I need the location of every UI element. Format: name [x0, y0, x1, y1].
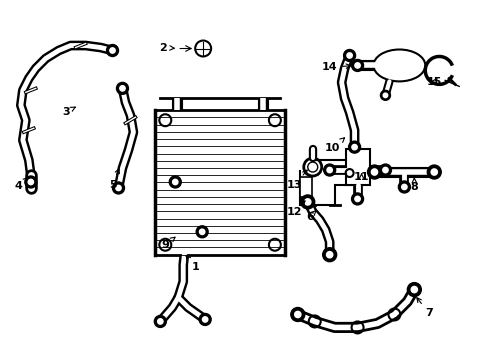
Text: 7: 7 [416, 298, 432, 319]
Circle shape [351, 144, 357, 150]
Ellipse shape [373, 50, 425, 81]
Text: 3: 3 [62, 107, 75, 117]
Circle shape [196, 226, 208, 238]
Text: 5: 5 [108, 169, 119, 190]
Circle shape [407, 283, 421, 297]
Text: 6: 6 [305, 210, 316, 222]
Text: 4: 4 [15, 178, 28, 191]
Text: 13: 13 [286, 170, 306, 190]
Circle shape [343, 50, 355, 62]
Circle shape [294, 311, 300, 318]
Circle shape [112, 182, 124, 194]
Circle shape [116, 185, 121, 191]
Circle shape [346, 53, 351, 58]
Circle shape [348, 141, 360, 153]
Bar [299, 177, 311, 197]
Circle shape [157, 319, 163, 324]
Circle shape [410, 287, 417, 293]
Circle shape [300, 195, 314, 209]
Circle shape [106, 45, 118, 57]
Circle shape [351, 193, 363, 205]
Text: 1: 1 [185, 256, 199, 272]
Text: 10: 10 [325, 138, 344, 153]
Circle shape [354, 63, 360, 68]
Text: 8: 8 [409, 178, 417, 192]
Circle shape [354, 196, 360, 202]
Circle shape [290, 307, 304, 321]
Circle shape [380, 90, 389, 100]
Circle shape [430, 169, 436, 175]
Circle shape [154, 315, 166, 328]
Circle shape [398, 181, 409, 193]
Circle shape [25, 176, 37, 188]
Text: 12: 12 [286, 201, 305, 217]
Circle shape [116, 82, 128, 94]
Circle shape [172, 179, 178, 185]
Circle shape [326, 252, 332, 258]
Circle shape [323, 164, 335, 176]
Text: 14: 14 [321, 62, 350, 72]
Circle shape [28, 179, 34, 185]
Circle shape [427, 165, 440, 179]
Text: 15: 15 [426, 77, 441, 87]
Circle shape [199, 229, 204, 234]
Circle shape [120, 86, 125, 91]
Bar [155, 110, 285, 255]
Circle shape [382, 167, 387, 173]
Circle shape [202, 317, 207, 322]
Circle shape [367, 165, 381, 179]
Circle shape [351, 59, 363, 71]
Circle shape [199, 314, 211, 325]
Circle shape [110, 48, 115, 53]
Text: 9: 9 [161, 237, 175, 250]
Circle shape [370, 169, 377, 175]
Circle shape [322, 248, 336, 262]
Circle shape [401, 184, 406, 190]
Text: 11: 11 [353, 172, 368, 182]
Bar [345, 149, 369, 185]
Circle shape [169, 176, 181, 188]
Circle shape [383, 93, 387, 98]
Circle shape [379, 164, 390, 176]
Circle shape [326, 167, 332, 173]
Circle shape [304, 199, 310, 205]
Text: 2: 2 [159, 42, 174, 53]
